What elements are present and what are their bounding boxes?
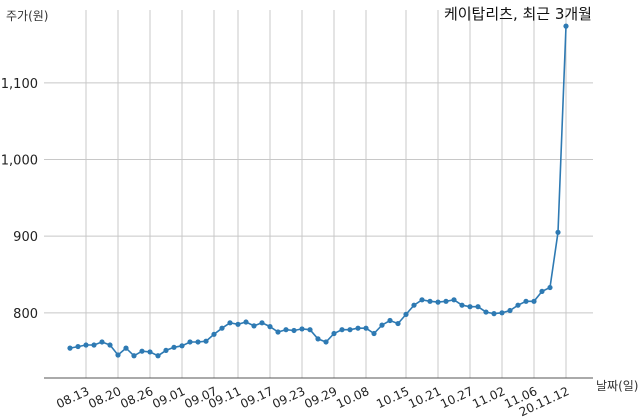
data-point	[483, 309, 489, 315]
x-tick-label: 09.29	[302, 384, 339, 411]
x-tick-label: 11.02	[470, 384, 507, 411]
y-tick-label: 1,100	[1, 77, 38, 92]
data-point	[499, 310, 505, 316]
data-point	[475, 304, 481, 310]
data-point	[99, 339, 105, 345]
data-point	[507, 307, 513, 314]
data-point	[67, 345, 73, 351]
x-axis-label: 날짜(일)	[596, 379, 638, 393]
series-points	[67, 23, 569, 359]
data-point	[187, 339, 193, 345]
data-point	[347, 327, 353, 333]
data-point	[195, 339, 201, 345]
grid-lines	[44, 10, 593, 378]
data-point	[451, 297, 457, 303]
data-point	[379, 322, 385, 328]
data-point	[211, 331, 217, 337]
data-point	[419, 297, 425, 303]
data-point	[83, 342, 89, 348]
y-axis-label: 주가(원)	[6, 9, 48, 23]
data-point	[91, 342, 97, 348]
data-point	[299, 326, 305, 332]
x-tick-label: 09.17	[238, 384, 275, 411]
data-point	[251, 323, 257, 329]
data-point	[147, 349, 153, 355]
data-point	[115, 352, 121, 358]
data-point	[243, 319, 249, 325]
y-tick-label: 900	[13, 230, 38, 245]
data-point	[283, 327, 289, 333]
data-point	[139, 348, 145, 354]
data-point	[355, 325, 361, 331]
data-point	[387, 317, 393, 324]
data-point	[339, 327, 345, 333]
data-point	[403, 311, 409, 317]
chart-title: 케이탑리츠, 최근 3개월	[444, 5, 592, 23]
data-point	[531, 298, 537, 304]
data-point	[443, 298, 449, 304]
data-point	[563, 23, 569, 29]
data-point	[515, 302, 521, 308]
data-point	[363, 325, 369, 331]
data-point	[131, 353, 137, 359]
data-point	[219, 325, 225, 331]
x-tick-label: 09.01	[150, 384, 187, 411]
data-point	[427, 298, 433, 304]
data-point	[331, 330, 337, 337]
data-point	[291, 327, 297, 334]
x-tick-label: 10.08	[334, 384, 371, 411]
x-tick-label: 10.27	[438, 384, 475, 411]
data-point	[547, 284, 553, 291]
data-point	[467, 304, 473, 310]
y-tick-labels: 800 900 1,000 1,100	[1, 77, 38, 322]
data-point	[435, 299, 441, 305]
data-point	[163, 347, 169, 353]
x-tick-labels: 08.1308.2008.2609.0109.0709.1109.1709.23…	[54, 384, 571, 419]
data-point	[395, 320, 401, 327]
data-point	[259, 320, 265, 326]
data-point	[179, 343, 185, 349]
data-point	[267, 324, 273, 330]
data-point	[203, 338, 209, 344]
data-point	[307, 327, 313, 333]
data-point	[123, 345, 129, 351]
data-point	[155, 353, 161, 359]
x-tick-label: 08.20	[86, 384, 123, 411]
data-point	[523, 298, 529, 304]
data-point	[107, 342, 113, 348]
data-point	[315, 336, 321, 342]
data-point	[491, 311, 497, 317]
data-point	[555, 229, 561, 235]
data-point	[75, 343, 81, 350]
data-point	[323, 339, 329, 345]
data-point	[171, 344, 177, 350]
data-point	[235, 321, 241, 327]
data-point	[227, 320, 233, 326]
x-tick-label: 09.23	[270, 384, 307, 411]
data-point	[539, 288, 545, 294]
x-tick-label: 08.26	[118, 384, 155, 411]
y-tick-label: 1,000	[1, 154, 38, 169]
data-point	[459, 302, 465, 308]
x-tick-label: 10.15	[374, 384, 411, 411]
x-tick-label: 08.13	[54, 384, 91, 411]
series-line	[69, 26, 567, 357]
x-tick-label: 10.21	[406, 384, 443, 411]
data-point	[411, 302, 417, 308]
data-point	[275, 329, 281, 335]
y-tick-label: 800	[13, 307, 38, 322]
data-point	[371, 330, 377, 337]
